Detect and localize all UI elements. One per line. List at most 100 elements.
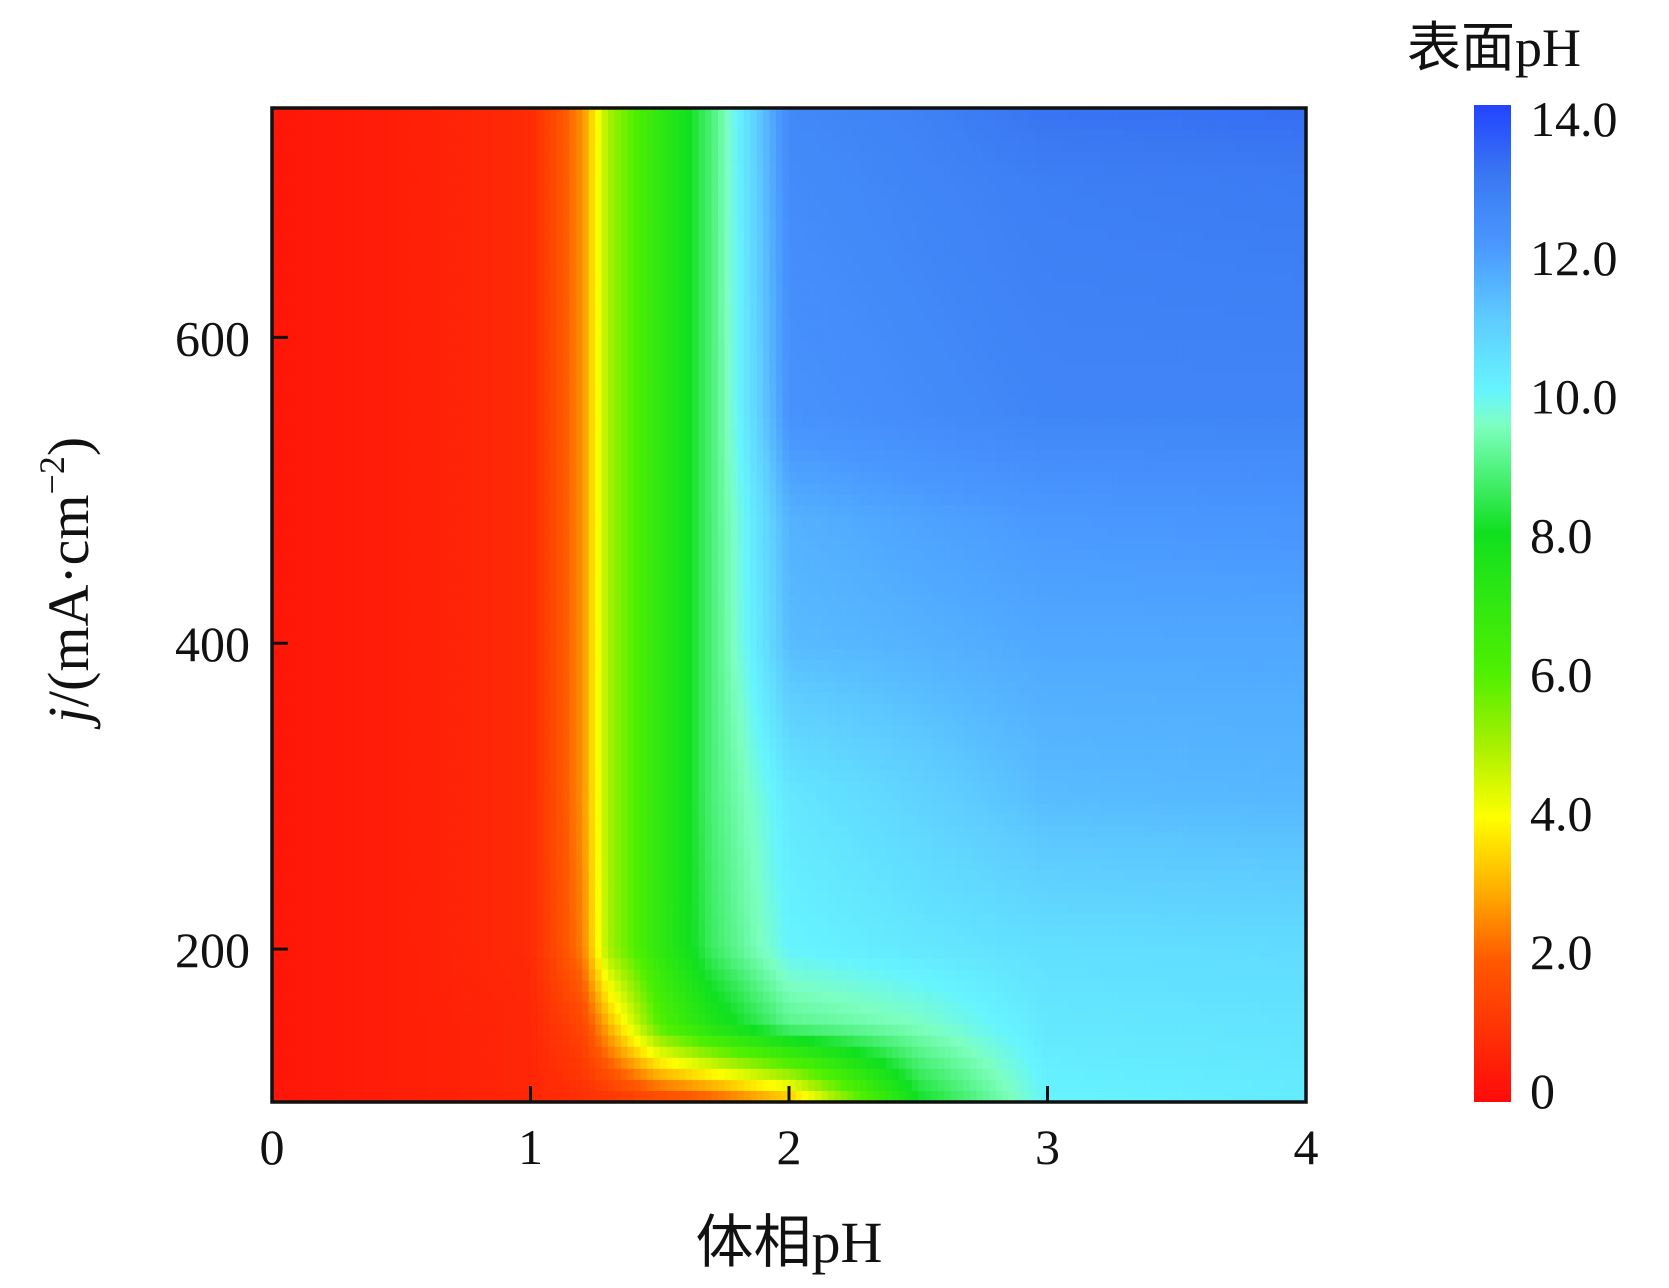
heatmap-cell	[343, 428, 351, 441]
heatmap-cell	[957, 395, 965, 407]
heatmap-cell	[556, 295, 564, 308]
heatmap-cell	[873, 328, 881, 341]
heatmap-cell	[1286, 417, 1294, 430]
heatmap-cell	[446, 395, 454, 407]
heatmap-cell	[1157, 119, 1165, 131]
heatmap-cell	[1183, 273, 1191, 286]
heatmap-cell	[310, 439, 319, 452]
heatmap-cell	[898, 174, 907, 187]
heatmap-cell	[608, 196, 616, 209]
heatmap-cell	[1150, 130, 1159, 142]
heatmap-cell	[653, 218, 661, 231]
heatmap-cell	[666, 328, 674, 341]
heatmap-cell	[1247, 295, 1256, 308]
heatmap-cell	[440, 196, 448, 209]
heatmap-cell	[717, 262, 726, 275]
heatmap-cell	[356, 273, 364, 286]
heatmap-cell	[440, 251, 448, 264]
heatmap-cell	[1021, 218, 1029, 231]
heatmap-cell	[717, 284, 726, 297]
heatmap-cell	[827, 108, 836, 120]
heatmap-cell	[504, 295, 512, 308]
heatmap-cell	[530, 284, 538, 297]
heatmap-cell	[1053, 152, 1062, 165]
heatmap-cell	[1189, 339, 1197, 352]
heatmap-cell	[679, 384, 687, 396]
heatmap-cell	[375, 119, 383, 131]
heatmap-cell	[446, 163, 454, 176]
heatmap-cell	[1002, 108, 1010, 120]
heatmap-cell	[995, 395, 1004, 407]
heatmap-cell	[343, 328, 351, 341]
heatmap-cell	[1228, 395, 1236, 407]
heatmap-cell	[814, 284, 823, 297]
heatmap-cell	[963, 284, 971, 297]
heatmap-cell	[433, 362, 441, 374]
heatmap-cell	[853, 350, 861, 363]
heatmap-cell	[957, 373, 965, 385]
heatmap-cell	[963, 439, 971, 452]
heatmap-cell	[1015, 295, 1023, 308]
heatmap-cell	[795, 406, 803, 419]
heatmap-cell	[814, 240, 823, 253]
heatmap-cell	[291, 328, 299, 341]
heatmap-cell	[1157, 108, 1165, 120]
heatmap-cell	[504, 339, 512, 352]
heatmap-cell	[356, 196, 364, 209]
heatmap-cell	[827, 328, 836, 341]
heatmap-cell	[414, 306, 422, 319]
heatmap-cell	[1112, 406, 1120, 419]
heatmap-cell	[323, 350, 331, 363]
heatmap-cell	[704, 339, 713, 352]
heatmap-cell	[1073, 163, 1081, 176]
heatmap-cell	[420, 262, 428, 275]
heatmap-cell	[420, 185, 428, 198]
heatmap-cell	[601, 262, 609, 275]
heatmap-cell	[950, 163, 958, 176]
heatmap-cell	[485, 362, 493, 374]
heatmap-cell	[847, 229, 855, 242]
heatmap-cell	[737, 240, 745, 253]
heatmap-cell	[1247, 384, 1256, 396]
heatmap-cell	[427, 218, 435, 231]
heatmap-cell	[885, 350, 894, 363]
heatmap-cell	[1228, 273, 1236, 286]
heatmap-cell	[982, 328, 991, 341]
heatmap-cell	[834, 207, 842, 220]
heatmap-cell	[1066, 439, 1075, 452]
heatmap-cell	[763, 362, 771, 374]
heatmap-cell	[375, 196, 383, 209]
heatmap-cell	[834, 417, 842, 430]
heatmap-cell	[459, 306, 467, 319]
heatmap-cell	[1150, 141, 1159, 153]
heatmap-cell	[995, 284, 1004, 297]
heatmap-cell	[427, 141, 435, 153]
heatmap-cell	[368, 406, 377, 419]
heatmap-cell	[1028, 119, 1036, 131]
heatmap-cell	[1221, 328, 1230, 341]
heatmap-cell	[950, 395, 958, 407]
heatmap-cell	[491, 362, 499, 374]
heatmap-cell	[659, 141, 668, 153]
heatmap-cell	[685, 185, 693, 198]
heatmap-cell	[905, 439, 913, 452]
heatmap-cell	[879, 295, 887, 308]
heatmap-cell	[924, 185, 932, 198]
heatmap-cell	[1196, 384, 1204, 396]
heatmap-cell	[356, 328, 364, 341]
heatmap-cell	[789, 240, 797, 253]
heatmap-cell	[595, 395, 603, 407]
heatmap-cell	[427, 439, 435, 452]
heatmap-cell	[375, 395, 383, 407]
heatmap-cell	[821, 317, 829, 330]
heatmap-cell	[562, 395, 571, 407]
heatmap-cell	[1183, 218, 1191, 231]
heatmap-cell	[1079, 152, 1088, 165]
heatmap-cell	[1234, 207, 1243, 220]
heatmap-cell	[769, 395, 777, 407]
heatmap-cell	[1002, 306, 1010, 319]
heatmap-cell	[1299, 152, 1306, 165]
heatmap-cell	[297, 339, 306, 352]
heatmap-cell	[873, 384, 881, 396]
heatmap-cell	[1131, 328, 1139, 341]
